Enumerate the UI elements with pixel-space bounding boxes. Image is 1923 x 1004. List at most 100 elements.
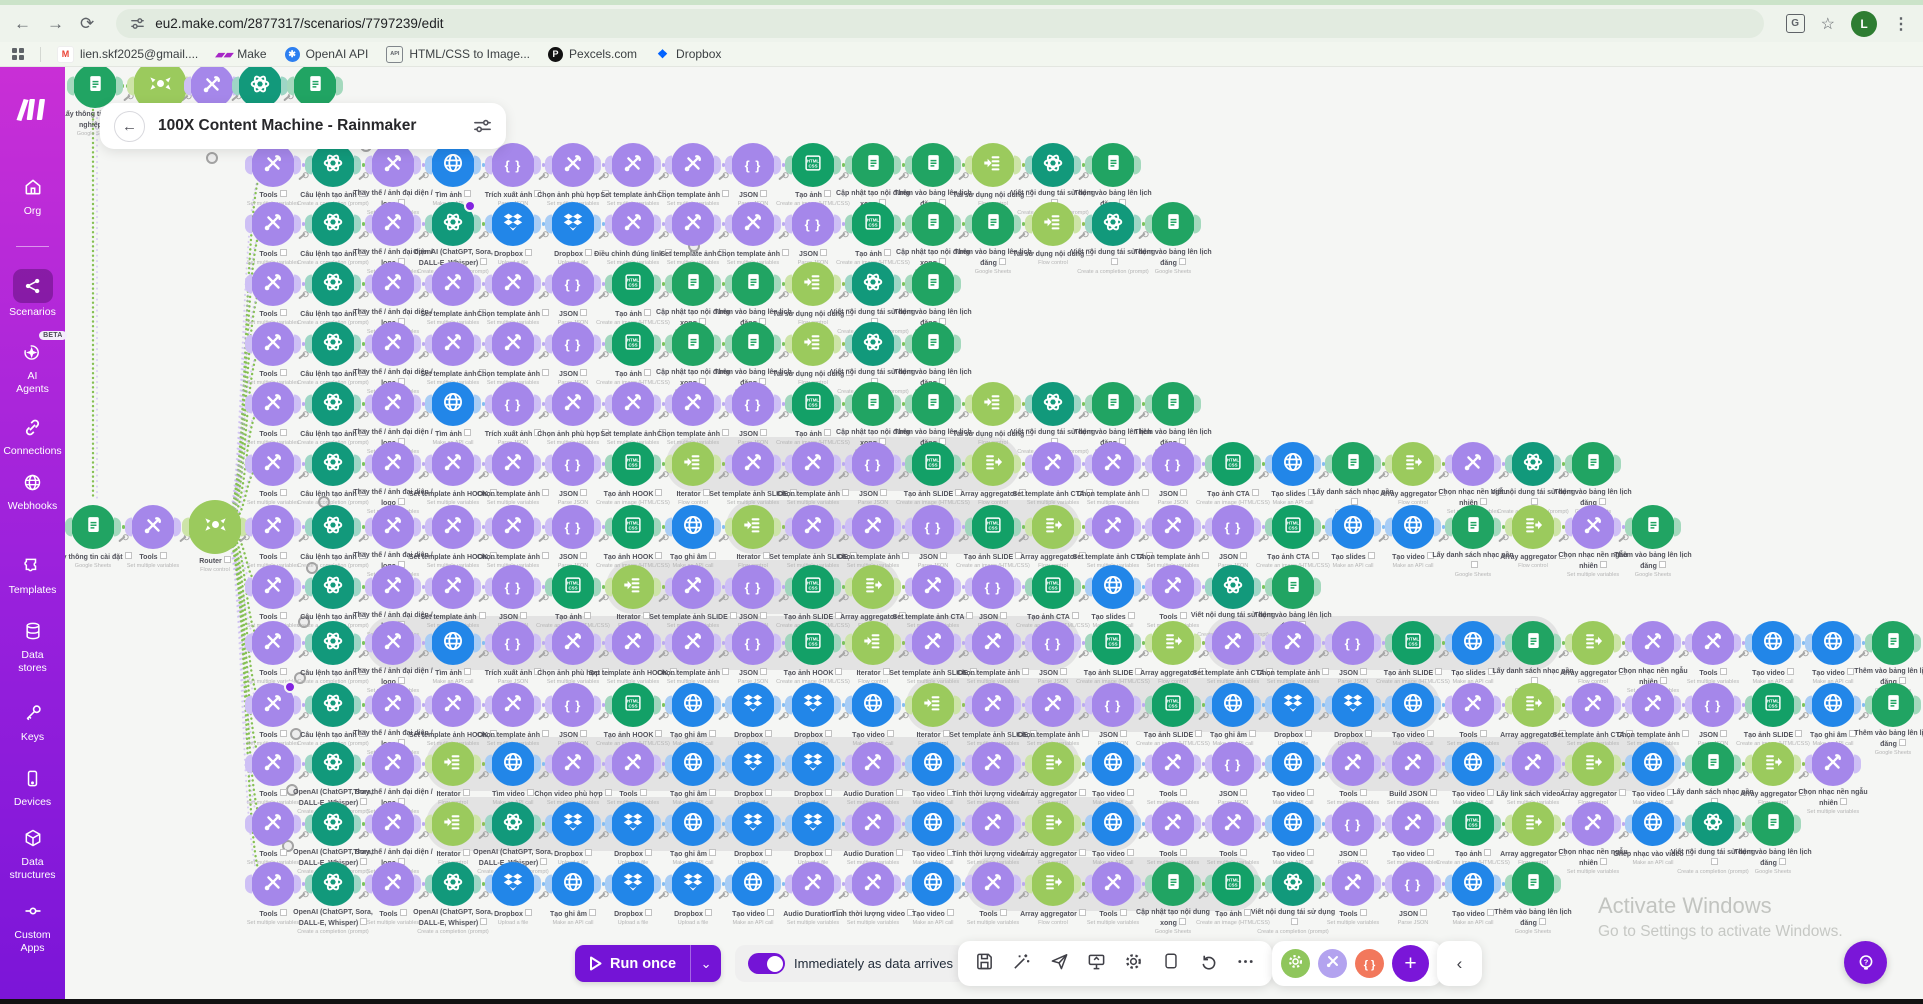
module-checkbox[interactable] xyxy=(1110,257,1118,265)
module-node[interactable]: Array aggregator Flow control xyxy=(1020,505,1086,569)
module-checkbox[interactable] xyxy=(883,249,891,256)
module-node[interactable]: Iterator Flow control xyxy=(671,442,715,506)
module-checkbox[interactable] xyxy=(1438,489,1446,496)
module-checkbox[interactable] xyxy=(279,429,287,436)
sidebar-item-custom-apps[interactable]: Custom Apps xyxy=(0,896,65,954)
module-checkbox[interactable] xyxy=(1360,849,1368,856)
module-node[interactable]: Tìm ảnh Make an API call xyxy=(431,382,475,446)
module-checkbox[interactable] xyxy=(489,489,497,496)
module-checkbox[interactable] xyxy=(279,190,287,197)
module-checkbox[interactable] xyxy=(1135,668,1143,675)
module-checkbox[interactable] xyxy=(1420,909,1428,916)
module-checkbox[interactable] xyxy=(1146,552,1154,559)
module-checkbox[interactable] xyxy=(1060,668,1068,675)
module-checkbox[interactable] xyxy=(764,849,772,856)
module-node[interactable]: Tools Set multiple variables xyxy=(967,862,1019,926)
module-node[interactable]: Tools Set multiple variables xyxy=(247,202,299,266)
module-node[interactable]: { } JSON Parse JSON xyxy=(971,565,1015,629)
module-checkbox[interactable] xyxy=(489,730,497,737)
module-checkbox[interactable] xyxy=(1078,909,1086,916)
module-checkbox[interactable] xyxy=(824,849,832,856)
module-node[interactable]: Audio Duration Set multiple variables xyxy=(843,802,903,866)
module-checkbox[interactable] xyxy=(1848,730,1856,737)
module-node[interactable]: Iterator Flow control xyxy=(731,505,775,569)
module-checkbox[interactable] xyxy=(655,552,663,559)
module-node[interactable]: Thêm vào bảng lên lịch đăng Google Sheet… xyxy=(1134,382,1212,455)
module-checkbox[interactable] xyxy=(1558,552,1566,559)
module-checkbox[interactable] xyxy=(1364,730,1372,737)
module-node[interactable]: Cập nhật tạo nội dung xong Google Sheets xyxy=(656,262,730,335)
module-node[interactable]: Tools Set multiple variables xyxy=(1327,862,1379,926)
module-checkbox[interactable] xyxy=(1435,668,1443,675)
module-checkbox[interactable] xyxy=(1078,552,1086,559)
module-checkbox[interactable] xyxy=(1018,489,1026,496)
module-node[interactable]: Tạo video Make an API call xyxy=(1271,802,1315,866)
module-node[interactable]: { } JSON Parse JSON xyxy=(1331,802,1375,866)
module-checkbox[interactable] xyxy=(1429,789,1437,796)
module-node[interactable]: Thêm vào bảng lên lịch đăng Google Sheet… xyxy=(1854,621,1923,694)
module-node[interactable]: Câu lệnh tạo ảnh Create a completion (pr… xyxy=(297,505,369,569)
module-checkbox[interactable] xyxy=(534,429,542,436)
module-checkbox[interactable] xyxy=(1142,489,1149,496)
module-node[interactable]: Tạo ghi âm Make an API call xyxy=(1810,683,1856,747)
module-checkbox[interactable] xyxy=(524,249,532,256)
module-checkbox[interactable] xyxy=(906,909,914,916)
module-checkbox[interactable] xyxy=(702,489,710,496)
module-node[interactable]: Tìm ảnh Make an API call xyxy=(431,621,475,685)
module-checkbox[interactable] xyxy=(358,552,366,559)
module-checkbox[interactable] xyxy=(1078,789,1086,796)
module-checkbox[interactable] xyxy=(999,909,1007,916)
plane-button[interactable] xyxy=(1046,951,1072,977)
module-checkbox[interactable] xyxy=(820,249,828,256)
module-node[interactable]: Câu lệnh tạo ảnh Create a completion (pr… xyxy=(297,143,369,207)
module-node[interactable]: { } JSON Parse JSON xyxy=(1211,505,1255,569)
module-checkbox[interactable] xyxy=(279,489,287,496)
sidebar-item-webhooks[interactable]: Webhooks xyxy=(0,467,65,513)
module-checkbox[interactable] xyxy=(1015,552,1023,559)
module-checkbox[interactable] xyxy=(601,668,609,675)
module-node[interactable]: Array aggregator Flow control xyxy=(1500,802,1566,866)
module-node[interactable]: Chọn ảnh phù hợp Set multiple variables xyxy=(537,143,609,207)
module-node[interactable]: Set template ảnh CTA Set multiple variab… xyxy=(893,565,974,629)
module-checkbox[interactable] xyxy=(1350,497,1358,505)
module-node[interactable]: Lấy thông tin cài đặt Google Sheets xyxy=(54,505,132,569)
module-checkbox[interactable] xyxy=(1180,489,1188,496)
module-node[interactable]: Lấy link sách video Set multiple variabl… xyxy=(1496,742,1570,806)
module-checkbox[interactable] xyxy=(760,612,768,619)
module-node[interactable]: { } JSON Parse JSON xyxy=(731,143,775,207)
module-checkbox[interactable] xyxy=(1195,730,1203,737)
module-node[interactable]: Cập nhật tạo nội dung xong Google Sheets xyxy=(656,322,730,395)
module-checkbox[interactable] xyxy=(478,309,486,316)
module-checkbox[interactable] xyxy=(463,190,471,197)
module-checkbox[interactable] xyxy=(902,552,909,559)
module-checkbox[interactable] xyxy=(1685,849,1693,856)
module-checkbox[interactable] xyxy=(1029,730,1037,737)
module-checkbox[interactable] xyxy=(580,552,588,559)
module-checkbox[interactable] xyxy=(1239,849,1247,856)
module-checkbox[interactable] xyxy=(524,909,532,916)
module-node[interactable]: Set template ảnh HOOK Set multiple varia… xyxy=(409,683,497,747)
module-checkbox[interactable] xyxy=(520,612,528,619)
module-checkbox[interactable] xyxy=(1367,552,1375,559)
module-checkbox[interactable] xyxy=(789,489,797,496)
module-checkbox[interactable] xyxy=(762,552,770,559)
module-node[interactable]: Array aggregator Flow control xyxy=(1380,442,1446,506)
module-node[interactable]: { } Trích xuất ảnh Parse JSON xyxy=(485,382,542,446)
module-checkbox[interactable] xyxy=(1126,789,1134,796)
module-checkbox[interactable] xyxy=(704,909,712,916)
module-checkbox[interactable] xyxy=(534,190,542,197)
module-checkbox[interactable] xyxy=(279,849,287,856)
wand-button[interactable] xyxy=(1009,951,1035,977)
module-checkbox[interactable] xyxy=(358,309,366,316)
module-node[interactable]: Tạo video Make an API call xyxy=(1751,621,1795,685)
module-checkbox[interactable] xyxy=(1479,730,1487,737)
module-checkbox[interactable] xyxy=(279,730,287,737)
module-node[interactable]: OpenAI (ChatGPT, Sora, DALL-E, Whisper) … xyxy=(413,862,493,935)
module-node[interactable]: Viết nội dung tái sử dụng Create a compl… xyxy=(831,262,915,335)
module-node[interactable]: Array aggregator Flow control xyxy=(840,565,906,629)
module-checkbox[interactable] xyxy=(846,309,854,316)
module-node[interactable]: Dropbox Upload a file xyxy=(491,202,535,266)
module-node[interactable]: Tính thời lượng video Set multiple varia… xyxy=(952,742,1034,806)
module-node[interactable]: Thêm vào bảng lên lịch đăng Google Sheet… xyxy=(1074,382,1152,455)
